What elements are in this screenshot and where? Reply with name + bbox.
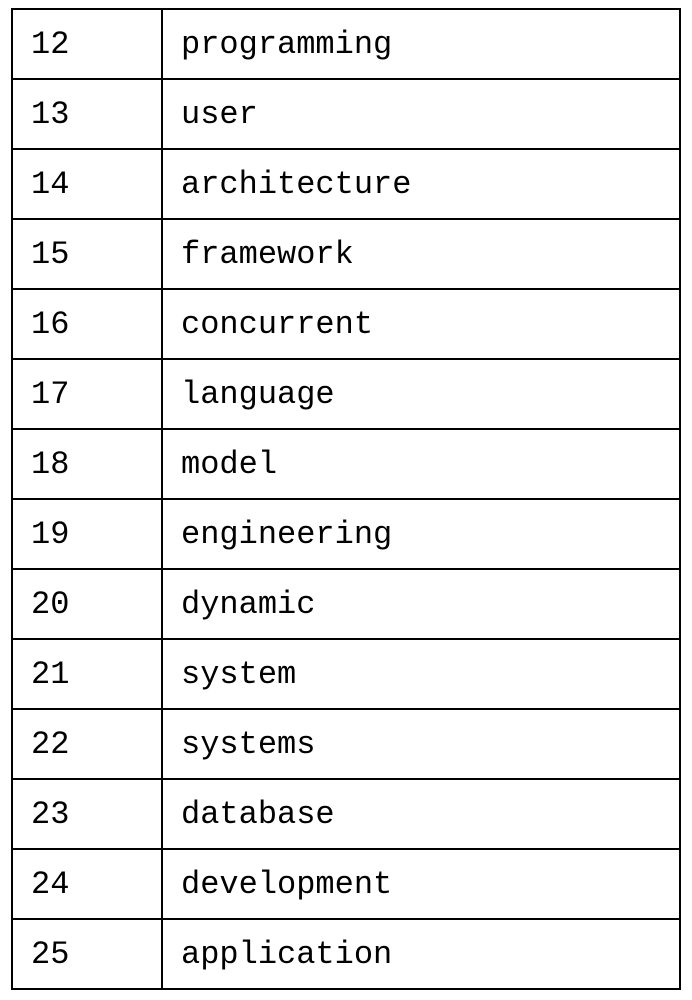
table-row: 15 framework xyxy=(12,219,680,289)
row-term: engineering xyxy=(162,499,680,569)
row-term: concurrent xyxy=(162,289,680,359)
table-body: 12 programming 13 user 14 architecture 1… xyxy=(12,9,680,989)
row-number: 14 xyxy=(12,149,162,219)
row-term: development xyxy=(162,849,680,919)
table-row: 12 programming xyxy=(12,9,680,79)
table-row: 20 dynamic xyxy=(12,569,680,639)
row-term: dynamic xyxy=(162,569,680,639)
row-term: language xyxy=(162,359,680,429)
row-term: model xyxy=(162,429,680,499)
table-row: 24 development xyxy=(12,849,680,919)
table-row: 19 engineering xyxy=(12,499,680,569)
table-row: 16 concurrent xyxy=(12,289,680,359)
row-number: 21 xyxy=(12,639,162,709)
row-term: programming xyxy=(162,9,680,79)
table-row: 13 user xyxy=(12,79,680,149)
row-term: user xyxy=(162,79,680,149)
row-number: 18 xyxy=(12,429,162,499)
row-term: systems xyxy=(162,709,680,779)
table-row: 22 systems xyxy=(12,709,680,779)
row-number: 16 xyxy=(12,289,162,359)
row-number: 12 xyxy=(12,9,162,79)
row-number: 15 xyxy=(12,219,162,289)
table-row: 14 architecture xyxy=(12,149,680,219)
table-row: 25 application xyxy=(12,919,680,989)
table-row: 23 database xyxy=(12,779,680,849)
row-term: database xyxy=(162,779,680,849)
row-term: application xyxy=(162,919,680,989)
row-number: 13 xyxy=(12,79,162,149)
row-term: framework xyxy=(162,219,680,289)
terms-table: 12 programming 13 user 14 architecture 1… xyxy=(11,8,681,990)
table-row: 21 system xyxy=(12,639,680,709)
row-term: architecture xyxy=(162,149,680,219)
row-number: 23 xyxy=(12,779,162,849)
row-number: 22 xyxy=(12,709,162,779)
table-row: 17 language xyxy=(12,359,680,429)
row-number: 20 xyxy=(12,569,162,639)
row-term: system xyxy=(162,639,680,709)
row-number: 17 xyxy=(12,359,162,429)
table-row: 18 model xyxy=(12,429,680,499)
row-number: 19 xyxy=(12,499,162,569)
row-number: 24 xyxy=(12,849,162,919)
row-number: 25 xyxy=(12,919,162,989)
